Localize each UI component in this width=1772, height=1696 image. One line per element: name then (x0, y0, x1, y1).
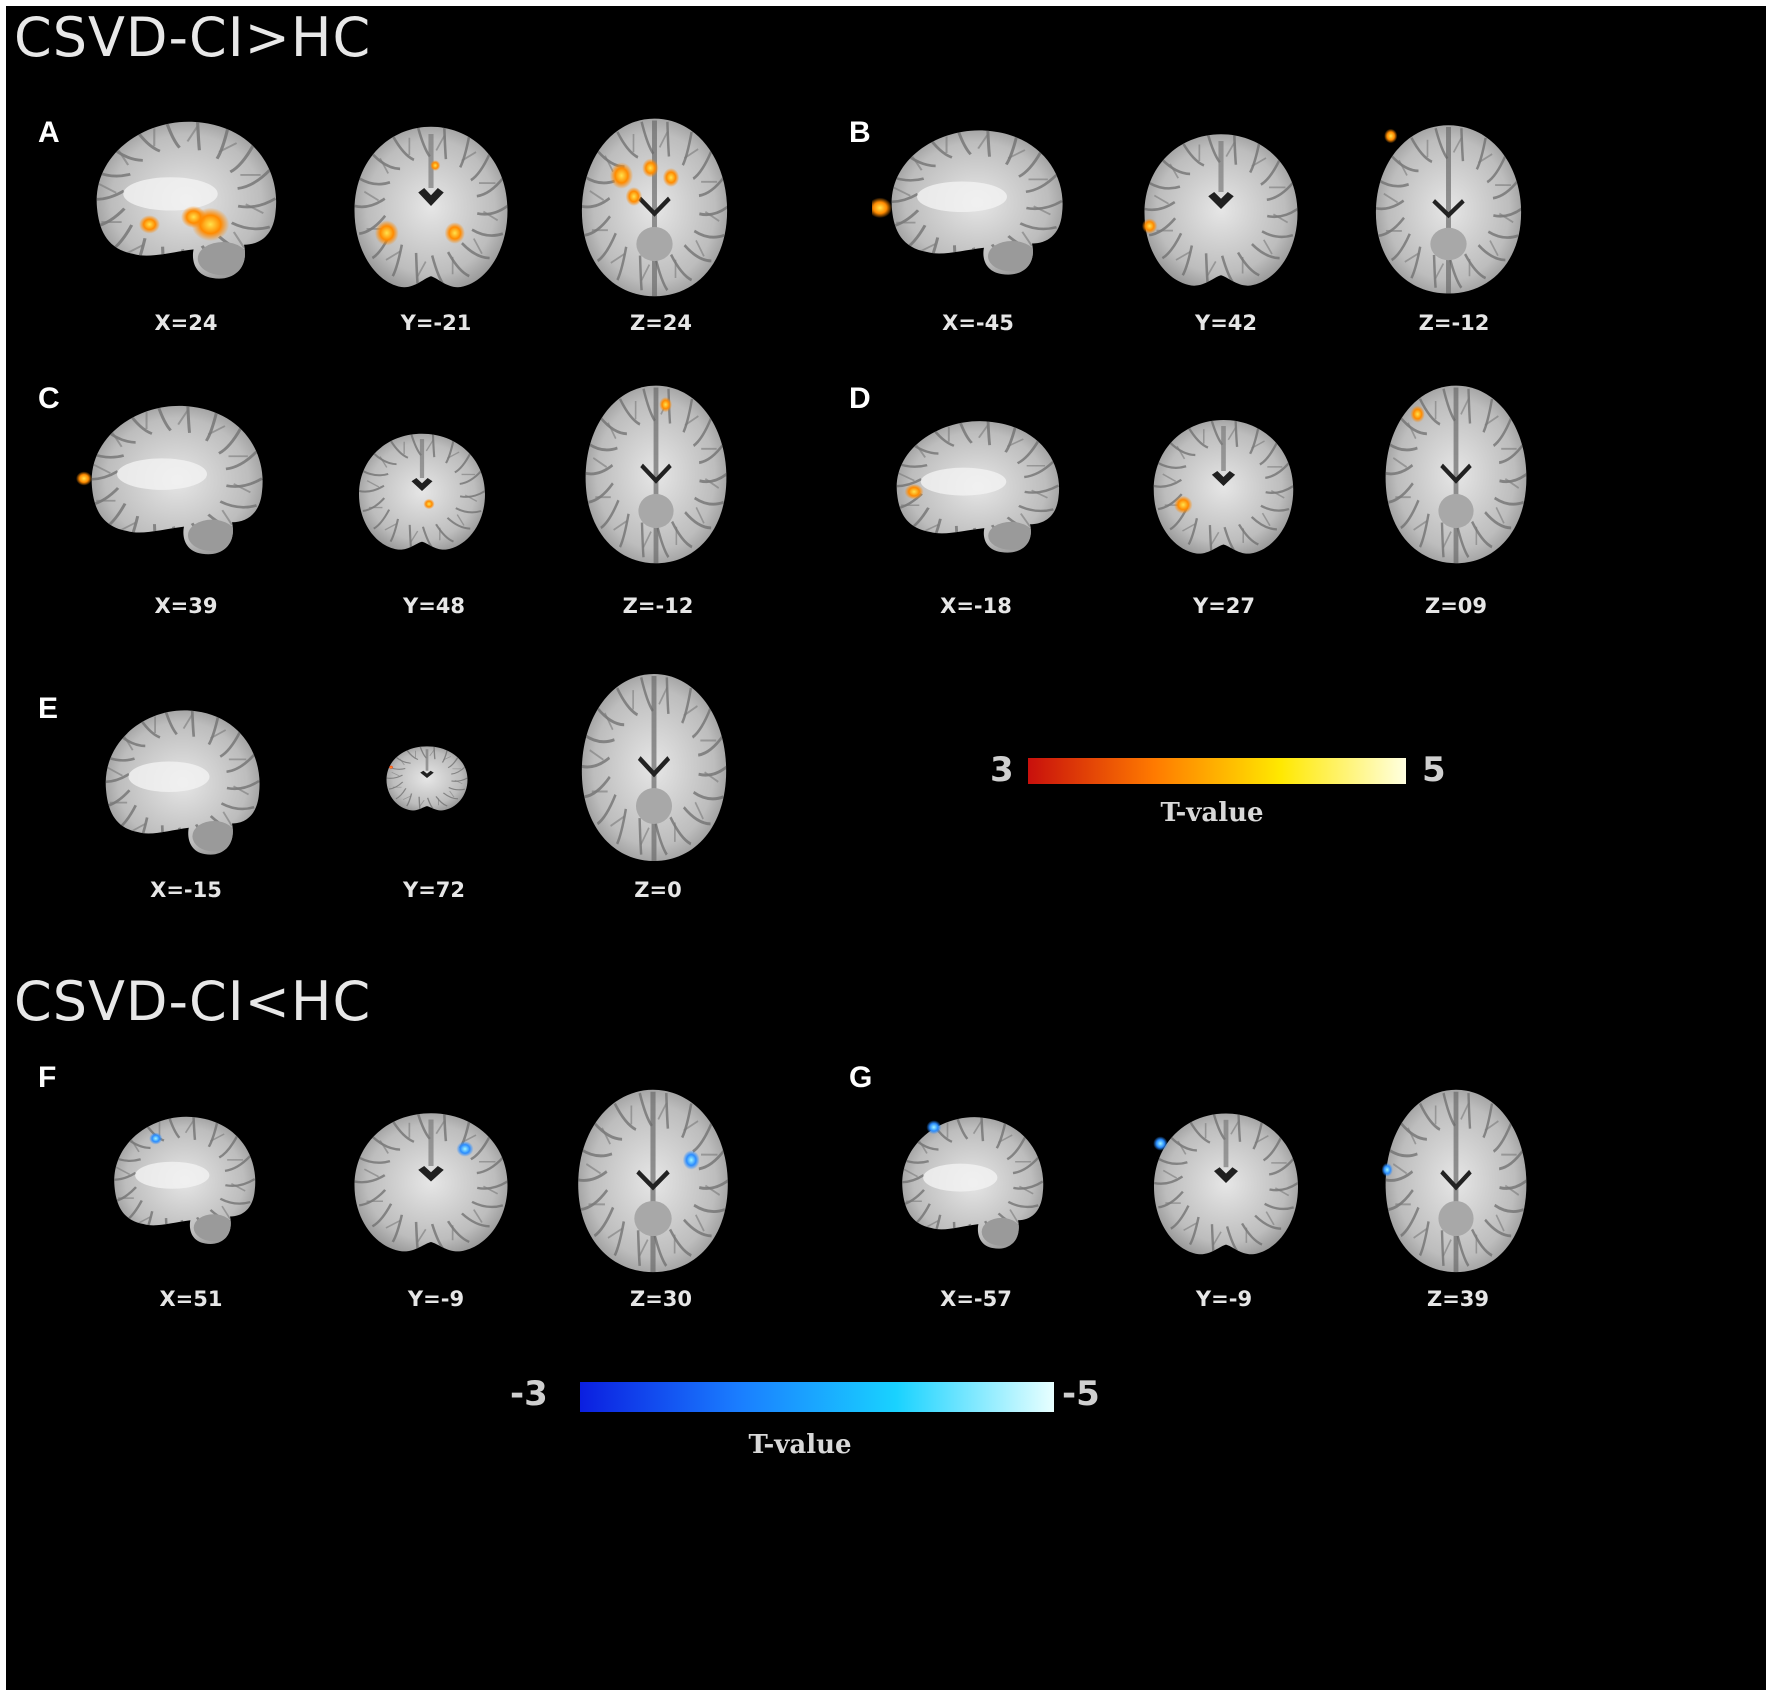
section-title-positive: CSVD-CI>HC (14, 6, 372, 69)
panel-label-e: E (38, 692, 59, 725)
colorbar-negative-max: -5 (1062, 1374, 1100, 1414)
panel-c-coord-x: X=39 (154, 594, 218, 618)
panel-a-sagittal (76, 106, 286, 291)
panel-c-coronal (352, 426, 492, 556)
panel-label-c: C (38, 382, 60, 415)
panel-g-coord-z: Z=39 (1426, 1287, 1490, 1311)
panel-f-axial (568, 1082, 738, 1277)
panel-c-axial (576, 378, 736, 568)
panel-f-coord-y: Y=-9 (407, 1287, 465, 1311)
colorbar-positive-max: 5 (1422, 750, 1446, 790)
panel-d-coord-y: Y=27 (1192, 594, 1256, 618)
colorbar-negative (580, 1382, 1054, 1412)
panel-label-a: A (38, 116, 60, 149)
colorbar-positive-min: 3 (990, 750, 1014, 790)
panel-g-coord-x: X=-57 (940, 1287, 1012, 1311)
panel-b-sagittal (872, 116, 1072, 286)
figure-frame: CSVD-CI>HC CSVD-CI<HC A X=24 Y=-21 Z=24 … (6, 6, 1766, 1690)
panel-c-coord-y: Y=48 (402, 594, 466, 618)
colorbar-positive-label: T-value (1160, 798, 1264, 828)
panel-f-coord-z: Z=30 (629, 1287, 693, 1311)
section-title-negative: CSVD-CI<HC (14, 970, 372, 1033)
panel-a-coronal (346, 116, 516, 296)
panel-b-coord-y: Y=42 (1194, 311, 1258, 335)
panel-d-coord-z: Z=09 (1424, 594, 1488, 618)
panel-f-coronal (346, 1104, 516, 1259)
panel-g-coronal (1146, 1104, 1306, 1262)
panel-a-axial (572, 111, 737, 301)
panel-label-d: D (849, 382, 871, 415)
panel-a-coord-x: X=24 (154, 311, 218, 335)
panel-a-coord-y: Y=-21 (400, 311, 472, 335)
panel-label-f: F (38, 1061, 57, 1094)
panel-b-coronal (1136, 124, 1306, 294)
panel-e-coord-y: Y=72 (402, 878, 466, 902)
panel-e-axial (572, 666, 736, 866)
panel-g-sagittal (886, 1104, 1051, 1259)
panel-d-axial (1376, 378, 1536, 568)
panel-b-axial (1366, 118, 1531, 298)
panel-e-coord-x: X=-15 (150, 878, 222, 902)
panel-b-coord-z: Z=-12 (1418, 311, 1490, 335)
panel-c-sagittal (72, 391, 272, 566)
panel-f-coord-x: X=51 (159, 1287, 223, 1311)
panel-d-coord-x: X=-18 (940, 594, 1012, 618)
panel-b-coord-x: X=-45 (942, 311, 1014, 335)
panel-e-coord-z: Z=0 (634, 878, 682, 902)
panel-d-sagittal (878, 408, 1068, 563)
panel-d-coronal (1146, 411, 1301, 561)
panel-label-g: G (849, 1061, 873, 1094)
panel-e-sagittal (88, 696, 268, 866)
panel-c-coord-z: Z=-12 (622, 594, 694, 618)
panel-label-b: B (849, 116, 871, 149)
panel-g-axial (1376, 1082, 1536, 1277)
panel-a-coord-z: Z=24 (629, 311, 693, 335)
colorbar-positive (1028, 758, 1406, 784)
colorbar-negative-label: T-value (748, 1430, 852, 1460)
colorbar-negative-min: -3 (510, 1374, 548, 1414)
panel-e-coronal (382, 742, 472, 814)
panel-f-sagittal (98, 1104, 263, 1254)
panel-g-coord-y: Y=-9 (1195, 1287, 1253, 1311)
